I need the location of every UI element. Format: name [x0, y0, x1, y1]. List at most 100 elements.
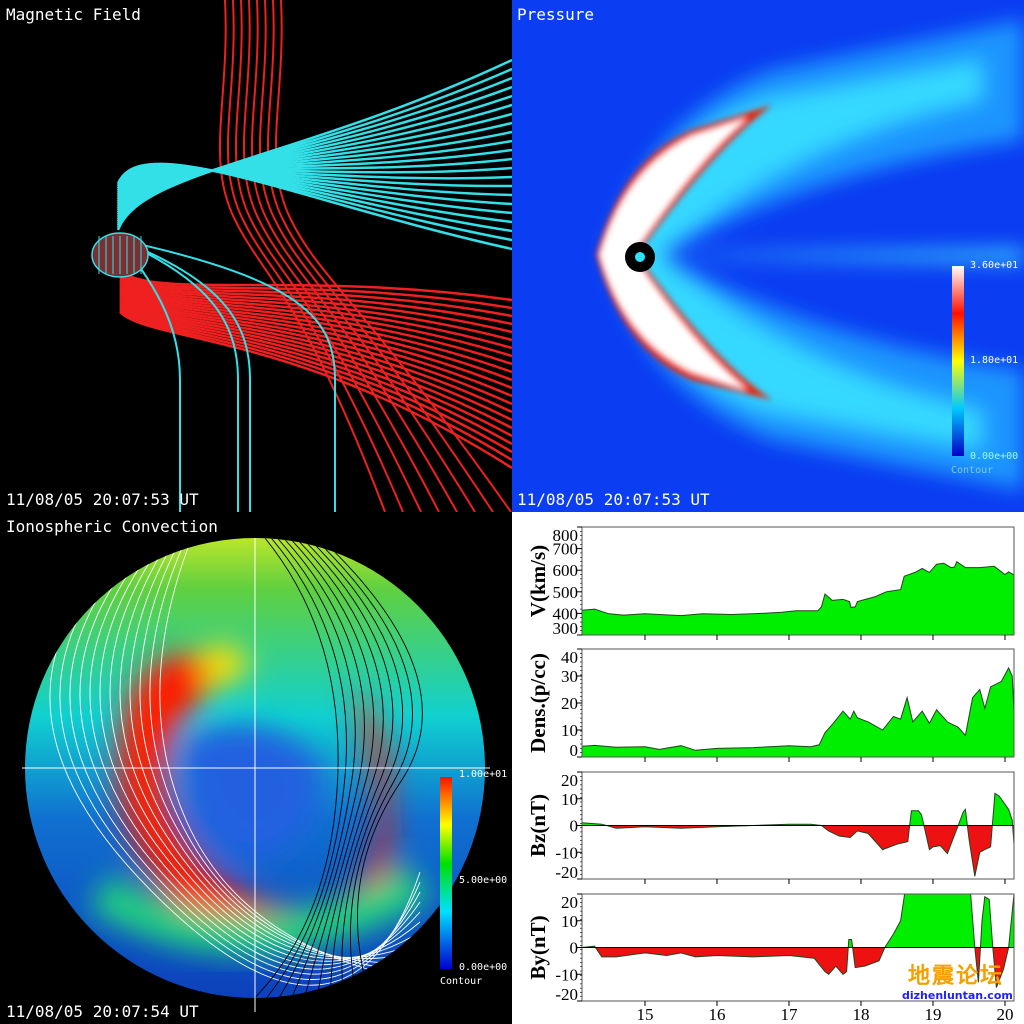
field-line-red — [266, 0, 494, 512]
pressure-timestamp: 11/08/05 20:07:53 UT — [517, 490, 710, 509]
ionosphere-map — [22, 538, 490, 1012]
contour-black — [254, 538, 347, 998]
x-tick-label: 15 — [637, 1005, 654, 1024]
contour-white — [99, 538, 421, 962]
field-line-red — [258, 0, 476, 512]
y-tick-label: 0 — [570, 817, 579, 836]
y-tick-label: 20 — [561, 694, 578, 713]
contour-black — [239, 538, 339, 998]
bow-shock — [596, 105, 772, 400]
field-line-red — [119, 287, 512, 374]
y-tick-label: 800 — [553, 526, 579, 545]
watermark-url: dizhenluntan.com — [902, 989, 1013, 1002]
x-tick-label: 16 — [709, 1005, 726, 1024]
area-negative — [582, 825, 1014, 877]
ionosphere-timestamp: 11/08/05 20:07:54 UT — [6, 1002, 199, 1021]
field-line-red — [119, 297, 512, 414]
field-line-cyan — [116, 94, 512, 222]
field-line-cyan — [119, 239, 336, 512]
contour-black — [269, 538, 356, 998]
pressure-colorbar — [952, 266, 964, 456]
area-positive — [582, 561, 1014, 635]
field-line-red — [119, 281, 512, 350]
y-tick-label: 0 — [570, 741, 579, 760]
pressure-title: Pressure — [517, 5, 595, 24]
y-tick-label: 20 — [561, 893, 578, 912]
contour-white — [129, 538, 421, 959]
contour-white — [109, 538, 421, 960]
y-tick-label: -10 — [555, 843, 578, 862]
y-tick-label: -10 — [555, 965, 578, 984]
y-axis-label: Dens.(p/cc) — [526, 653, 550, 753]
pressure-colorbar-max: 3.60e+01 — [970, 260, 1019, 271]
series-line — [582, 666, 1014, 751]
solar-wind-charts: 300 400 500 600 700 800 V(km/s) 0 10 20 30 40 Dens.(… — [512, 512, 1024, 1024]
field-line-red — [119, 305, 512, 446]
contour-white — [59, 538, 421, 980]
area-positive — [582, 667, 1014, 757]
y-tick-label: 700 — [553, 540, 579, 559]
x-tick-label: 18 — [853, 1005, 870, 1024]
magnetic-field-lines — [91, 0, 512, 512]
field-line-cyan — [116, 162, 512, 251]
potential-contours — [49, 538, 423, 998]
y-tick-label: 600 — [553, 561, 579, 580]
contour-black — [289, 538, 384, 998]
field-line-red — [119, 273, 512, 318]
area-negative — [582, 947, 1014, 988]
watermark-chinese: 地震论坛 — [908, 963, 1005, 989]
y-tick-label: 500 — [553, 583, 579, 602]
series-line — [582, 560, 1014, 617]
field-line-red — [119, 291, 512, 390]
field-line-red — [242, 0, 440, 512]
y-axis-label: V(km/s) — [526, 545, 550, 617]
field-line-red — [119, 307, 512, 454]
field-line-red — [119, 293, 512, 398]
field-line-red — [119, 275, 512, 326]
field-line-red — [274, 0, 512, 512]
contour-white — [79, 538, 421, 970]
contour-black — [283, 538, 375, 998]
field-line-red — [119, 295, 512, 406]
ionosphere-colorbar-min: 0.00e+00 — [459, 962, 508, 973]
field-line-red — [119, 283, 512, 358]
pressure-colorbar-mid: 1.80e+01 — [970, 355, 1019, 366]
field-line-cyan — [119, 239, 239, 512]
contour-black — [313, 538, 423, 998]
y-tick-label: 40 — [561, 648, 578, 667]
ionosphere-colorbar-max: 1.00e+01 — [459, 769, 508, 780]
field-line-red — [119, 279, 512, 342]
contour-black — [307, 538, 413, 998]
field-line-red — [119, 303, 512, 438]
ionosphere-colorbar — [440, 777, 452, 969]
x-tick-label: 17 — [781, 1005, 799, 1024]
field-line-red — [119, 299, 512, 422]
field-line-red — [119, 301, 512, 430]
field-line-red — [119, 309, 512, 462]
y-axis-label: By(nT) — [526, 915, 550, 979]
ionosphere-colorbar-mid: 5.00e+00 — [459, 875, 508, 886]
y-tick-label: 10 — [561, 721, 578, 740]
field-line-red — [226, 0, 404, 512]
y-tick-label: 400 — [553, 604, 579, 623]
y-tick-label: 20 — [561, 771, 578, 790]
field-line-red — [119, 269, 512, 302]
y-axis-label: Bz(nT) — [526, 794, 550, 857]
magnetic-field-timestamp: 11/08/05 20:07:53 UT — [6, 490, 199, 509]
y-tick-label: 0 — [570, 939, 579, 958]
y-tick-label: 10 — [561, 790, 578, 809]
magnetic-field-panel: Magnetic Field 11/08/05 20:07:53 UT — [0, 0, 512, 512]
pressure-colorbar-min: 0.00e+00 — [970, 451, 1019, 462]
contour-black — [277, 538, 365, 998]
field-line-red — [119, 271, 512, 310]
y-tick-label: 300 — [553, 619, 579, 638]
plot-frame — [581, 526, 1015, 636]
solar-wind-timeseries: 300400500600700800V(km/s)010203040Dens.(… — [526, 526, 1015, 1024]
field-line-red — [119, 277, 512, 334]
contour-black — [295, 538, 394, 998]
field-line-red — [250, 0, 458, 512]
